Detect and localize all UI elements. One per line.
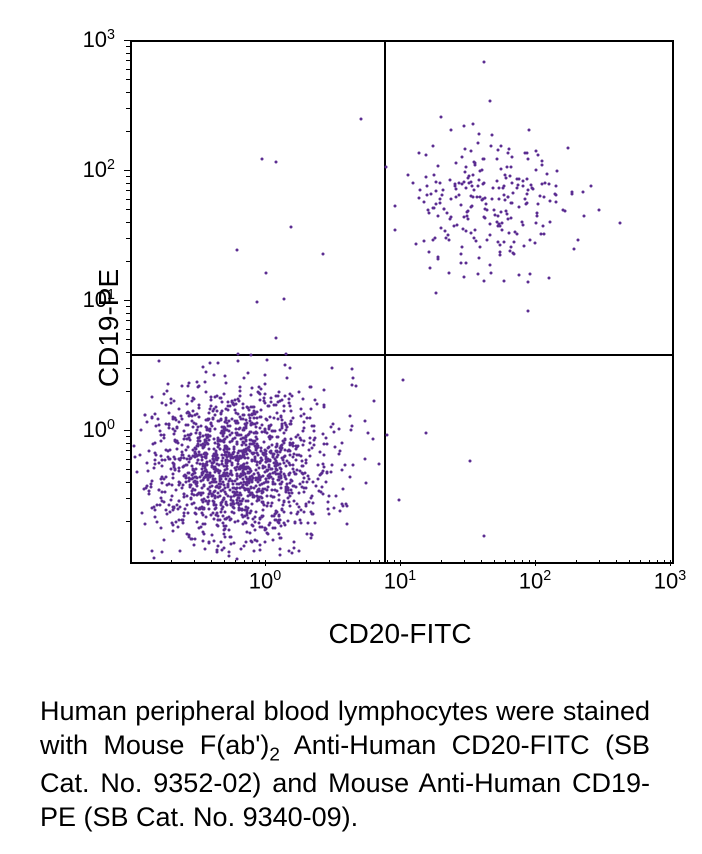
x-tick-label: 102: [519, 568, 551, 594]
quadrant-vertical-line: [384, 42, 386, 562]
y-tick-label: 103: [83, 27, 115, 53]
caption-subscript: 2: [269, 744, 280, 765]
y-tick-label: 102: [83, 157, 115, 183]
plot-area: [130, 40, 674, 564]
x-tick-label: 101: [384, 568, 416, 594]
x-axis-label: CD20-FITC: [130, 618, 670, 650]
x-tick-label: 100: [249, 568, 281, 594]
y-tick-label: 101: [83, 287, 115, 313]
y-tick-label: 100: [83, 417, 115, 443]
x-tick-label: 103: [654, 568, 686, 594]
quadrant-horizontal-line: [132, 354, 672, 356]
figure-caption: Human peripheral blood lymphocytes were …: [40, 695, 650, 834]
flow-cytometry-scatter: CD19-PE 100101102103 100101102103 CD20-F…: [40, 20, 670, 635]
